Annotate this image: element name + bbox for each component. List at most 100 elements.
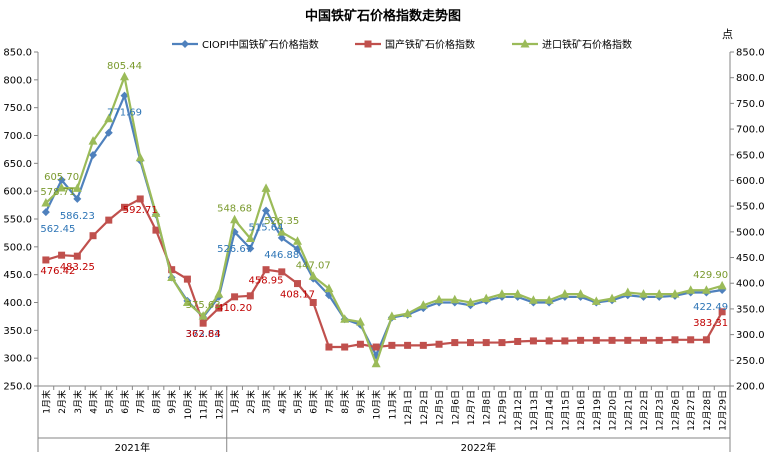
left-tick-label: 800.0	[3, 75, 32, 86]
data-point	[418, 300, 428, 309]
x-tick-label: 12月27日	[686, 390, 697, 431]
left-tick-label: 450.0	[3, 270, 32, 281]
x-tick-label: 12月28日	[702, 390, 713, 431]
legend-marker	[520, 39, 530, 48]
x-tick-label: 2月末	[245, 390, 257, 414]
data-point	[41, 198, 51, 207]
left-tick-label: 350.0	[3, 326, 32, 337]
data-point	[293, 236, 302, 245]
data-point	[513, 289, 523, 298]
x-tick-label: 11月末	[198, 390, 210, 419]
data-point	[671, 336, 679, 344]
data-label: 476.42	[40, 266, 75, 277]
data-label: 515.64	[249, 223, 284, 234]
data-point	[42, 256, 50, 264]
x-tick-label: 12月12日	[513, 390, 524, 431]
x-tick-label: 12月23日	[655, 390, 666, 431]
left-tick-label: 700.0	[3, 131, 32, 142]
x-tick-label: 5月末	[292, 390, 304, 414]
x-tick-label: 12月9日	[497, 390, 508, 425]
data-point	[151, 208, 161, 217]
data-point	[152, 226, 160, 234]
data-label: 771.69	[107, 108, 142, 119]
data-point	[529, 337, 537, 345]
x-tick-label: 12月5日	[435, 390, 446, 425]
x-tick-label: 6月末	[119, 390, 131, 414]
data-point	[655, 336, 663, 344]
x-tick-label: 7月末	[323, 390, 335, 414]
data-label: 408.17	[280, 290, 315, 301]
right-tick-label: 350.0	[736, 304, 765, 315]
legend-marker	[181, 40, 189, 48]
data-point	[544, 295, 554, 304]
x-tick-label: 8月末	[339, 390, 351, 414]
data-point	[215, 304, 223, 312]
x-tick-label: 1月末	[40, 390, 52, 414]
right-tick-label: 300.0	[736, 330, 765, 341]
data-point	[577, 336, 585, 344]
data-point	[355, 316, 365, 326]
x-tick-label: 12月1日	[403, 390, 414, 425]
data-point	[340, 314, 350, 323]
data-point	[356, 340, 364, 348]
data-point	[718, 308, 726, 316]
data-labels: 562.45 586.23 771.69 373.63 526.67 515.64 446.…	[40, 61, 728, 340]
right-tick-label: 800.0	[736, 73, 765, 84]
data-point	[120, 71, 129, 81]
x-tick-label: 5月末	[103, 390, 115, 414]
x-tick-label: 12月19日	[592, 390, 603, 431]
data-point	[167, 272, 177, 281]
data-point	[135, 152, 145, 162]
data-point	[88, 136, 98, 145]
data-point	[246, 292, 254, 300]
left-tick-label: 500.0	[3, 242, 32, 253]
x-tick-label: 6月末	[308, 390, 320, 414]
left-tick-label: 850.0	[3, 48, 32, 59]
x-tick-label: 4月末	[88, 390, 100, 414]
x-tick-label: 12月7日	[466, 390, 477, 425]
data-label: 458.95	[249, 276, 284, 287]
data-point	[435, 340, 443, 348]
data-point	[639, 289, 648, 298]
data-point	[450, 294, 460, 304]
data-point	[372, 343, 380, 351]
data-point	[246, 244, 255, 253]
data-point	[592, 336, 600, 344]
chart-title: 中国铁矿石价格指数走势图	[305, 8, 461, 24]
data-point	[419, 341, 427, 349]
data-label: 446.88	[264, 250, 299, 261]
data-point	[623, 287, 633, 296]
data-label: 586.23	[60, 211, 95, 222]
right-tick-label: 450.0	[736, 253, 765, 264]
left-tick-label: 600.0	[3, 187, 32, 198]
data-point	[308, 271, 318, 280]
data-point	[670, 289, 680, 298]
group-label: 2021年	[115, 441, 150, 454]
series-layer	[41, 71, 727, 368]
legend-label: CIOPI中国铁矿石价格指数	[202, 38, 319, 51]
data-point	[89, 232, 97, 240]
x-tick-label: 4月末	[276, 390, 288, 414]
data-point	[41, 208, 50, 217]
data-point	[277, 233, 286, 242]
x-tick-label: 12月22日	[639, 390, 650, 431]
x-tick-label: 12月末	[213, 390, 225, 419]
data-point	[561, 337, 569, 345]
data-point	[451, 339, 459, 347]
data-point	[388, 341, 396, 349]
data-point	[104, 113, 114, 123]
data-label: 373.63	[186, 329, 221, 340]
x-tick-label: 3月末	[261, 390, 273, 414]
right-tick-label: 600.0	[736, 176, 765, 187]
data-point	[640, 336, 647, 344]
data-label: 526.67	[217, 244, 252, 255]
x-tick-label: 7月末	[135, 390, 147, 414]
right-tick-label: 750.0	[736, 99, 765, 110]
data-point	[481, 293, 491, 303]
right-tick-label: 700.0	[736, 125, 765, 136]
data-label: 429.90	[693, 270, 728, 281]
data-label: 483.25	[60, 262, 95, 273]
x-tick-label: 2月末	[56, 390, 68, 414]
